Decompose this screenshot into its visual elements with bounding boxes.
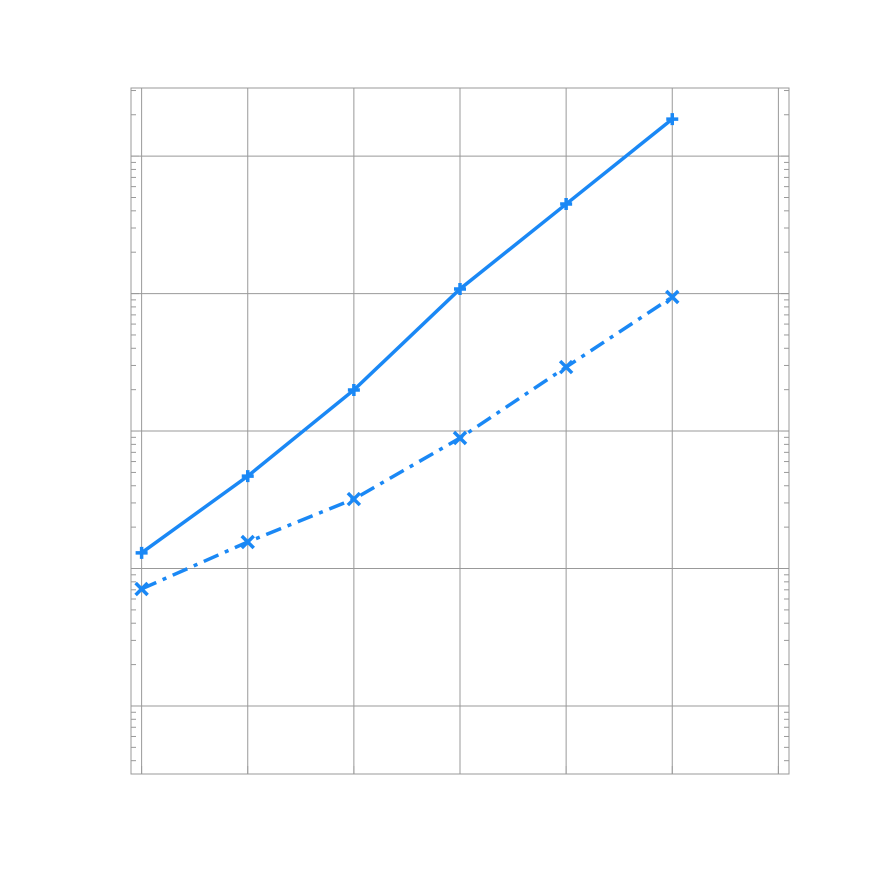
marker — [558, 359, 574, 375]
marker — [560, 198, 573, 211]
series-line — [140, 295, 674, 591]
marker — [240, 534, 255, 550]
marker — [134, 581, 149, 597]
marker — [347, 383, 360, 396]
marker — [666, 113, 679, 126]
marker — [241, 470, 254, 483]
marker — [346, 491, 362, 507]
series-line — [140, 117, 674, 555]
marker — [454, 282, 466, 295]
marker — [665, 289, 680, 305]
marker — [452, 430, 468, 446]
marker — [135, 546, 148, 559]
